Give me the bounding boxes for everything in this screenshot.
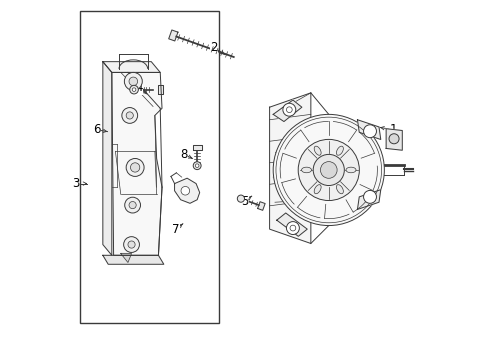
Circle shape bbox=[129, 202, 136, 209]
Ellipse shape bbox=[314, 146, 321, 155]
Circle shape bbox=[195, 164, 199, 167]
Circle shape bbox=[181, 186, 189, 195]
Ellipse shape bbox=[301, 167, 311, 173]
Text: 1: 1 bbox=[389, 123, 396, 136]
Polygon shape bbox=[386, 129, 402, 150]
Circle shape bbox=[130, 163, 140, 172]
Circle shape bbox=[124, 197, 140, 213]
Polygon shape bbox=[269, 93, 310, 243]
Circle shape bbox=[298, 139, 359, 201]
Ellipse shape bbox=[336, 185, 343, 194]
Circle shape bbox=[126, 158, 144, 176]
Polygon shape bbox=[112, 72, 162, 255]
Circle shape bbox=[123, 237, 139, 252]
Polygon shape bbox=[158, 85, 163, 94]
Polygon shape bbox=[102, 62, 160, 72]
Circle shape bbox=[193, 162, 201, 170]
Polygon shape bbox=[102, 62, 112, 255]
Polygon shape bbox=[168, 30, 178, 41]
Polygon shape bbox=[192, 145, 202, 150]
Circle shape bbox=[363, 190, 376, 203]
Circle shape bbox=[132, 88, 136, 91]
Circle shape bbox=[129, 77, 137, 86]
Circle shape bbox=[273, 114, 384, 226]
Circle shape bbox=[128, 241, 135, 248]
Polygon shape bbox=[273, 100, 301, 122]
Circle shape bbox=[126, 112, 133, 119]
Circle shape bbox=[388, 134, 398, 144]
Polygon shape bbox=[257, 202, 264, 210]
Ellipse shape bbox=[336, 146, 343, 155]
Polygon shape bbox=[102, 255, 163, 264]
Circle shape bbox=[363, 125, 376, 138]
Polygon shape bbox=[121, 253, 131, 262]
Text: 6: 6 bbox=[93, 123, 101, 136]
Text: 7: 7 bbox=[172, 223, 179, 236]
Circle shape bbox=[122, 108, 137, 123]
Circle shape bbox=[237, 195, 244, 202]
Text: 2: 2 bbox=[210, 41, 217, 54]
Text: 5: 5 bbox=[240, 195, 248, 208]
Circle shape bbox=[286, 222, 299, 234]
Bar bbox=[80, 12, 219, 323]
Polygon shape bbox=[276, 213, 306, 236]
Polygon shape bbox=[357, 190, 380, 210]
Polygon shape bbox=[357, 120, 380, 139]
Ellipse shape bbox=[314, 185, 321, 194]
Ellipse shape bbox=[346, 167, 355, 173]
Polygon shape bbox=[174, 178, 199, 203]
Circle shape bbox=[282, 103, 295, 116]
Circle shape bbox=[124, 72, 142, 90]
Text: 3: 3 bbox=[72, 177, 80, 190]
Text: 8: 8 bbox=[180, 148, 187, 161]
Circle shape bbox=[313, 154, 344, 185]
Text: 4: 4 bbox=[135, 81, 142, 94]
Circle shape bbox=[129, 85, 138, 94]
Circle shape bbox=[320, 162, 336, 178]
